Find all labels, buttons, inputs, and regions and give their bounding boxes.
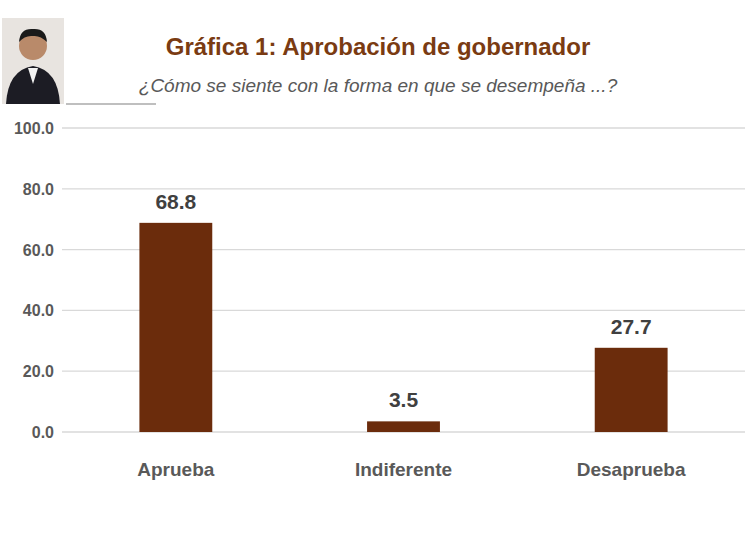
y-tick-label: 40.0: [23, 302, 54, 319]
y-tick-label: 80.0: [23, 181, 54, 198]
y-tick-label: 0.0: [32, 424, 54, 441]
y-tick-label: 100.0: [14, 120, 54, 137]
grid-line: [62, 127, 745, 128]
bar: [595, 348, 668, 432]
x-tick-label: Desaprueba: [577, 459, 686, 480]
data-label: 68.8: [155, 190, 196, 213]
header-rule: [66, 103, 156, 105]
y-tick-label: 60.0: [23, 242, 54, 259]
y-axis: 0.0 20.0 40.0 60.0 80.0 100.0: [14, 120, 54, 441]
portrait: [2, 18, 64, 104]
data-label: 3.5: [389, 388, 419, 411]
title: Gráfica 1: Aprobación de gobernador: [166, 33, 591, 60]
portrait-shirt: [28, 68, 38, 84]
subtitle: ¿Cómo se siente con la forma en que se d…: [139, 75, 618, 96]
grid: [62, 128, 745, 432]
chart: Gráfica 1: Aprobación de gobernador ¿Cómo…: [0, 0, 750, 536]
x-tick-label: Aprueba: [137, 459, 215, 480]
labels: 68.8 Aprueba 3.5 Indiferente 27.7 Desaprueba: [137, 190, 686, 480]
portrait-hair: [19, 29, 47, 42]
bar: [139, 223, 212, 432]
x-tick-label: Indiferente: [355, 459, 452, 480]
y-tick-label: 20.0: [23, 363, 54, 380]
portrait-frame: [2, 18, 64, 104]
bar: [367, 421, 440, 432]
bars: [139, 223, 667, 432]
data-label: 27.7: [611, 315, 652, 338]
portrait-body: [6, 66, 60, 104]
